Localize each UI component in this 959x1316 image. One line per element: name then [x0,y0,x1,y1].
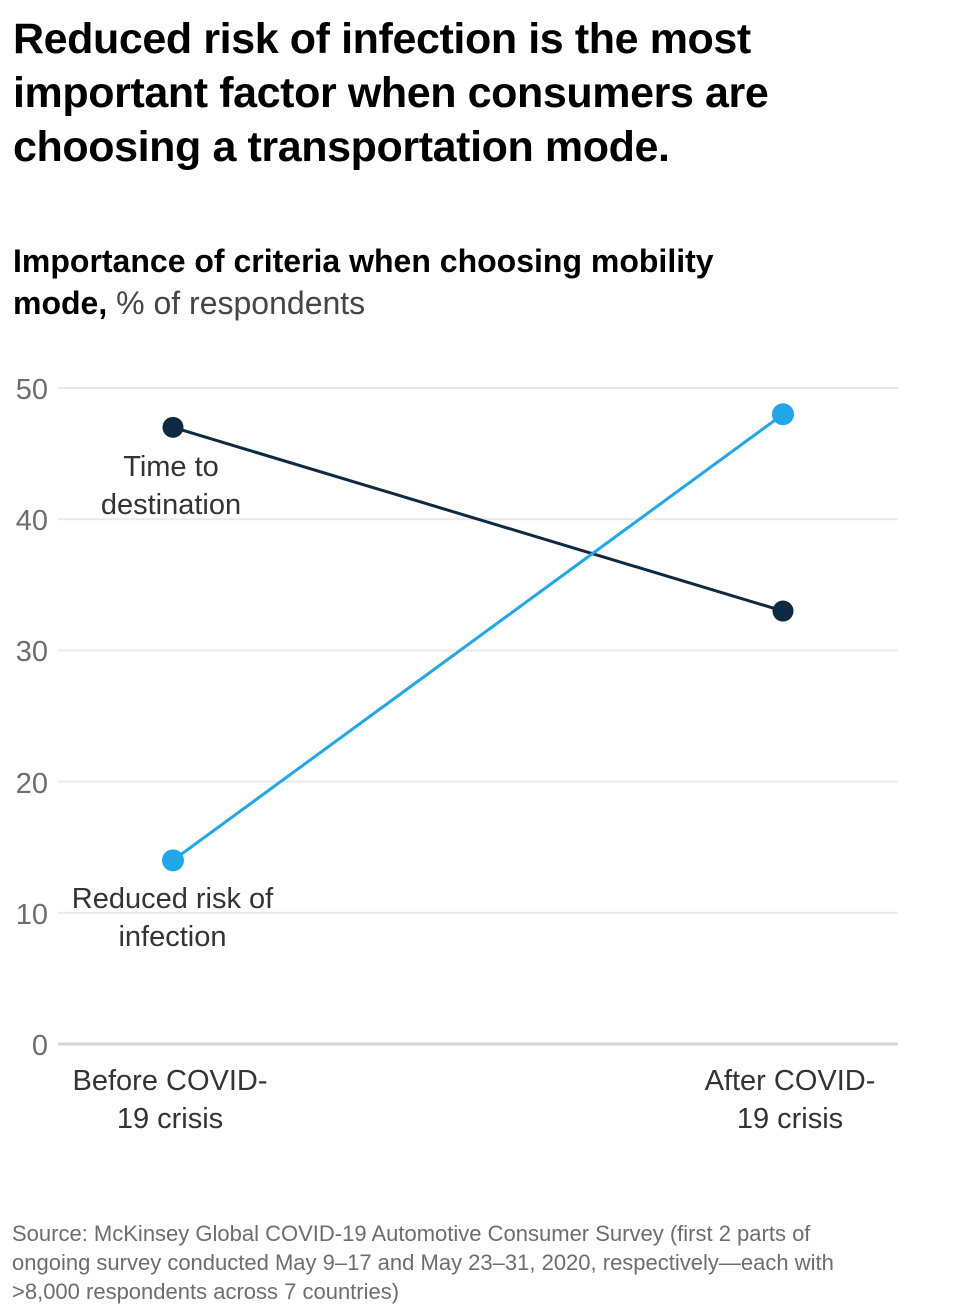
series-line-reduced-risk-of-infection [172,413,784,862]
y-axis-tick-30: 30 [15,636,48,669]
series-label-reduced-risk-of-infection: Reduced risk of infection [71,883,274,953]
chart-subtitle: Importance of criteria when choosing mob… [13,240,773,324]
y-axis-tick-40: 40 [15,505,48,538]
x-axis-label-before-covid: Before COVID-19 crisis [72,1065,268,1135]
series-label-time-to-destination: Time to destination [100,451,242,521]
data-point-reduced-risk-of-infection-after [772,403,794,426]
y-axis-tick-20: 20 [15,767,48,800]
series-line-time-to-destination [172,425,784,613]
y-axis-tick-0: 0 [31,1030,48,1062]
chart-subtitle-bold: Importance of criteria when choosing mob… [13,243,714,321]
data-point-time-to-destination-before [162,416,184,438]
data-point-reduced-risk-of-infection-before [162,849,184,872]
source-note: Source: McKinsey Global COVID-19 Automot… [12,1221,834,1304]
page-title: Reduced risk of infection is the most im… [13,15,769,171]
y-axis-tick-10: 10 [15,898,48,931]
y-axis-tick-50: 50 [15,374,48,406]
x-axis-label-after-covid: After COVID-19 crisis [704,1065,876,1135]
chart-subtitle-unit: % of respondents [107,285,366,321]
data-point-time-to-destination-after [772,600,794,622]
